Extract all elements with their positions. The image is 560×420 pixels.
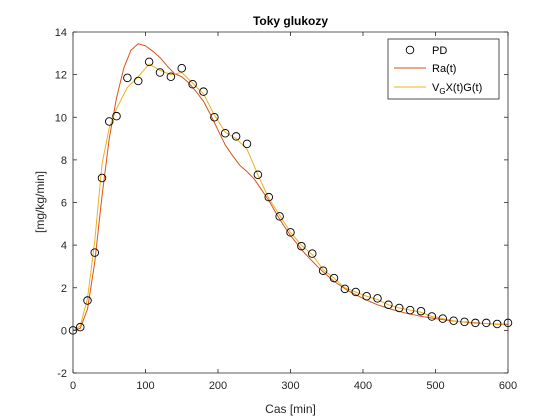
series-line-2 [72,63,509,331]
data-point-marker [471,318,480,328]
data-point-marker [416,306,426,316]
data-point-marker [318,266,328,275]
legend-label-vgxg: VGX(t)G(t) [432,82,482,96]
x-tick-label: 500 [426,380,444,392]
data-point-marker [112,111,121,121]
data-point-marker [308,249,317,258]
data-point-marker [253,170,263,180]
data-point-marker [492,319,502,329]
data-point-marker [460,317,469,327]
x-tick-label: 0 [70,380,76,392]
x-tick-label: 600 [499,380,517,392]
y-tick-label: 6 [61,198,67,210]
legend-marker-pd [405,45,415,55]
data-point-marker [75,322,85,332]
x-tick-label: 200 [209,380,227,392]
data-point-marker [177,63,186,73]
legend-label-vgxg-prefix: V [432,82,440,94]
y-tick-label: 12 [55,70,67,82]
legend-label-vgxg-suffix: X(t)G(t) [446,82,483,94]
data-point-marker [482,318,491,328]
legend-label-vgxg-subscript: G [439,87,445,96]
y-tick-label: 0 [61,325,67,337]
y-tick-label: 14 [55,27,67,39]
data-point-marker [384,300,393,310]
data-point-marker [90,248,99,257]
data-point-marker [220,128,230,138]
data-point-marker [286,228,295,237]
data-point-marker [373,294,382,303]
data-point-marker [405,305,415,315]
data-point-marker [362,292,371,301]
data-point-marker [144,57,154,67]
data-point-marker [83,296,92,305]
x-axis-title: Cas [min] [265,402,316,416]
legend-label-pd: PD [432,45,447,57]
chart-title: Toky glukozy [253,14,328,28]
data-point-marker [340,284,350,294]
y-tick-label: 2 [61,283,67,295]
data-point-marker [231,132,241,141]
y-tick-label: -2 [57,368,67,380]
y-tick-label: 8 [61,155,67,167]
data-point-marker [97,173,107,183]
data-point-marker [166,72,176,82]
data-point-marker [275,212,284,221]
data-point-marker [395,303,404,313]
x-tick-label: 400 [354,380,372,392]
data-point-marker [133,76,143,86]
data-point-marker [188,79,197,89]
data-point-marker [155,68,165,77]
x-tick-label: 100 [136,380,154,392]
data-point-marker [242,139,252,149]
y-axis-title: [mg/kg/min] [33,171,47,233]
legend-label-ra: Ra(t) [432,63,456,75]
data-point-marker [199,87,208,96]
data-point-marker [438,314,448,323]
data-point-marker [449,316,458,326]
data-point-marker [104,117,114,126]
x-tick-label: 300 [281,380,299,392]
data-point-marker [351,287,361,297]
series-layer [68,43,513,335]
legend: PD Ra(t) VGX(t)G(t) [387,38,500,100]
data-point-marker [427,312,437,321]
y-tick-label: 4 [61,240,67,252]
data-point-marker [123,73,132,83]
y-tick-label: 10 [55,112,67,124]
data-point-marker [297,241,306,251]
data-point-marker [264,192,274,202]
data-point-marker [210,112,219,122]
data-point-marker [329,273,339,283]
